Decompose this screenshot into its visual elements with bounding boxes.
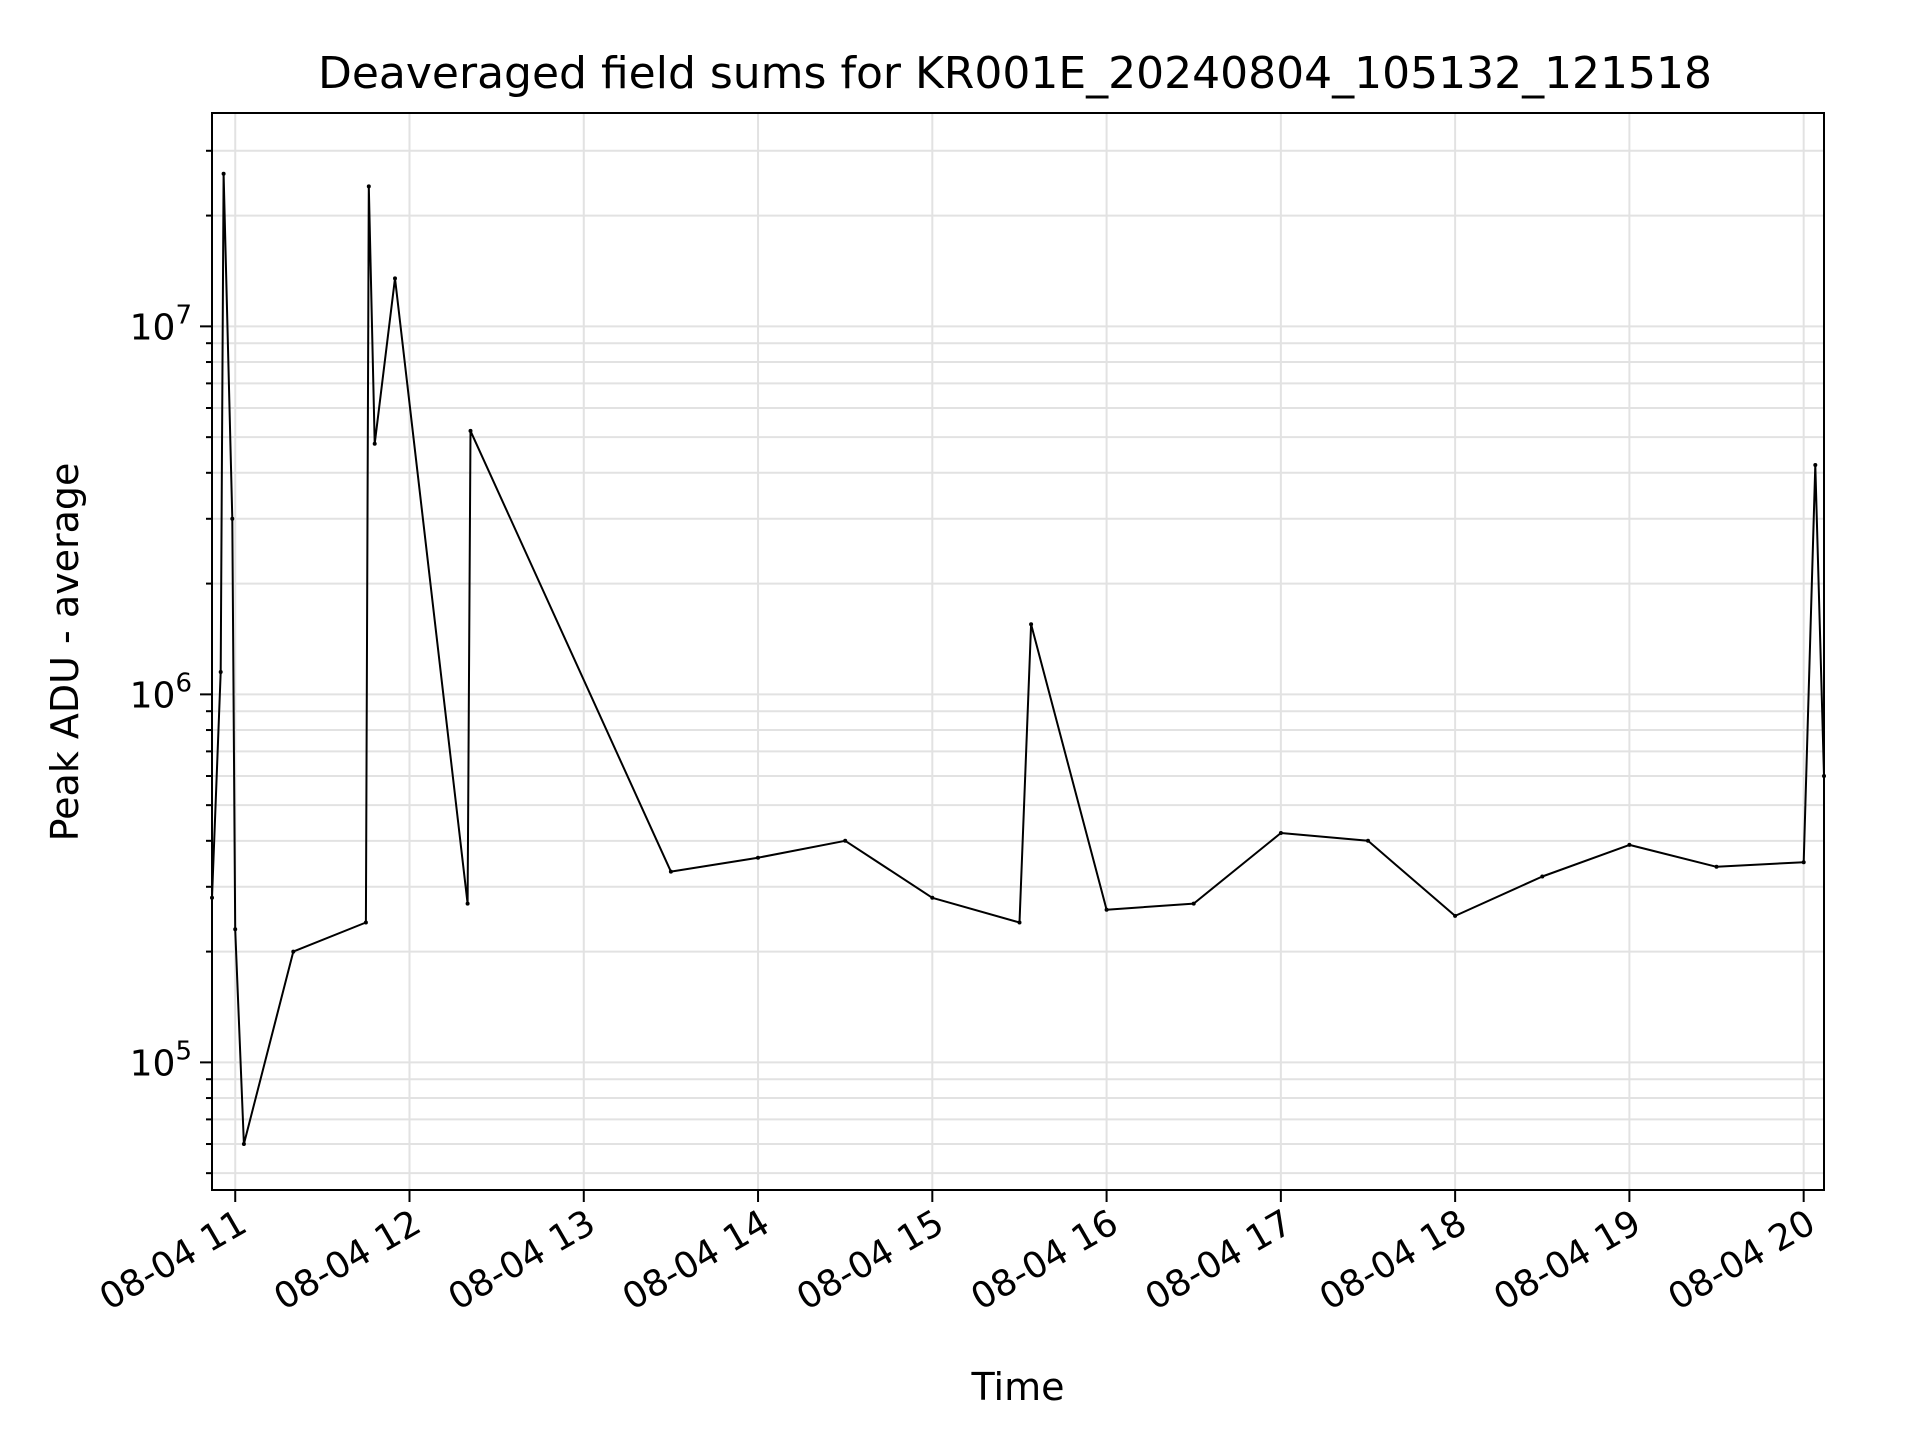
data-point: [1813, 463, 1818, 467]
data-point: [843, 838, 848, 843]
data-point: [393, 276, 397, 281]
data-point: [1191, 901, 1196, 906]
y-axis-label: Peak ADU - average: [43, 463, 87, 842]
data-point: [1627, 842, 1632, 847]
x-tick-label: 08-04 15: [790, 1202, 951, 1318]
data-point: [1017, 920, 1022, 925]
y-tick-label: 107: [130, 300, 192, 348]
y-tick-label: 106: [130, 668, 192, 716]
data-point: [668, 869, 673, 874]
x-axis-label: Time: [971, 1365, 1065, 1409]
x-tick-label: 08-04 19: [1487, 1202, 1648, 1318]
data-point: [372, 441, 377, 446]
x-tick-label: 08-04 20: [1661, 1202, 1822, 1318]
data-point: [1540, 874, 1545, 879]
grid: [212, 113, 1824, 1190]
chart-title: Deaveraged field sums for KR001E_2024080…: [318, 48, 1712, 99]
data-point: [1104, 907, 1109, 912]
series-line: [211, 172, 1825, 1145]
x-tick-label: 08-04 17: [1139, 1202, 1300, 1318]
data-point: [1714, 864, 1719, 869]
data-point: [230, 516, 235, 521]
data-point: [221, 171, 226, 176]
data-point: [468, 428, 473, 433]
x-tick-label: 08-04 14: [616, 1202, 777, 1318]
y-tick-label: 105: [130, 1036, 192, 1084]
series-layer: [210, 171, 1826, 1146]
data-point: [218, 670, 223, 674]
data-point: [1029, 622, 1034, 627]
data-point: [930, 895, 935, 900]
plot-frame: [211, 112, 1825, 1191]
x-tick-label: 08-04 16: [964, 1202, 1125, 1318]
x-tick-label: 08-04 18: [1313, 1202, 1474, 1318]
data-point: [1366, 838, 1370, 843]
x-tick-label: 08-04 12: [267, 1202, 428, 1318]
data-point: [1278, 831, 1283, 835]
data-point: [291, 949, 296, 954]
data-point: [366, 184, 371, 189]
y-axis-ticks: 105 106 107: [130, 149, 212, 1175]
data-point: [241, 1142, 246, 1146]
data-point: [1801, 860, 1806, 865]
x-tick-label: 08-04 13: [442, 1202, 603, 1318]
data-point: [1453, 913, 1458, 918]
data-point: [363, 920, 368, 925]
data-point: [233, 927, 238, 932]
data-point: [465, 901, 470, 906]
x-tick-label: 08-04 11: [93, 1202, 254, 1318]
x-axis-ticks: 08-04 11 08-04 12 08-04 13 08-04 14 08-04 15…: [93, 1190, 1822, 1319]
data-point: [756, 855, 760, 860]
